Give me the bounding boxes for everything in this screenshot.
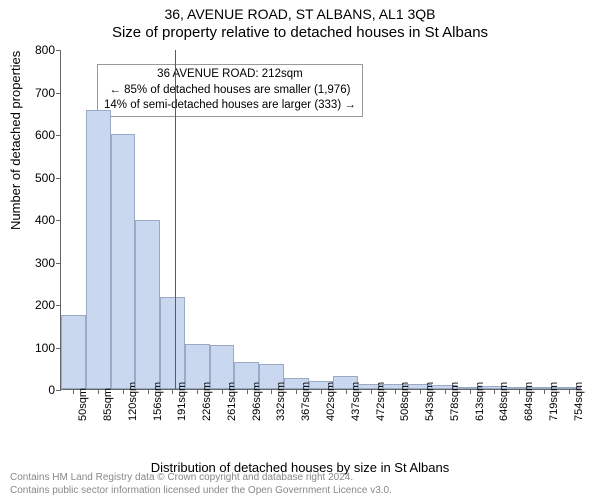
histogram-bar <box>61 315 86 389</box>
footer-line-2: Contains public sector information licen… <box>10 485 392 498</box>
x-tick-mark <box>172 389 173 394</box>
annotation-line: 36 AVENUE ROAD: 212sqm <box>104 67 356 83</box>
x-tick-mark <box>395 389 396 394</box>
footer-line-1: Contains HM Land Registry data © Crown c… <box>10 472 392 485</box>
x-tick-label: 50sqm <box>77 388 89 421</box>
x-tick-mark <box>544 389 545 394</box>
address-title: 36, AVENUE ROAD, ST ALBANS, AL1 3QB <box>0 0 600 22</box>
y-tick-label: 700 <box>21 86 55 100</box>
x-tick-mark <box>569 389 570 394</box>
x-tick-mark <box>371 389 372 394</box>
y-tick-label: 200 <box>21 298 55 312</box>
y-tick-mark <box>56 263 61 264</box>
histogram-bar <box>135 220 160 389</box>
x-tick-mark <box>148 389 149 394</box>
x-tick-mark <box>98 389 99 394</box>
histogram-bar <box>160 297 185 389</box>
x-tick-mark <box>445 389 446 394</box>
y-tick-mark <box>56 93 61 94</box>
y-tick-label: 100 <box>21 341 55 355</box>
annotation-line: 14% of semi-detached houses are larger (… <box>104 98 356 114</box>
y-tick-label: 600 <box>21 128 55 142</box>
y-tick-mark <box>56 305 61 306</box>
x-tick-mark <box>197 389 198 394</box>
footer-attribution: Contains HM Land Registry data © Crown c… <box>10 472 392 497</box>
histogram-bar <box>86 110 111 389</box>
y-tick-mark <box>56 220 61 221</box>
y-tick-label: 0 <box>21 383 55 397</box>
y-tick-label: 500 <box>21 171 55 185</box>
y-tick-mark <box>56 390 61 391</box>
x-tick-mark <box>123 389 124 394</box>
chart-container: 36 AVENUE ROAD: 212sqm← 85% of detached … <box>60 50 580 420</box>
plot-area: 36 AVENUE ROAD: 212sqm← 85% of detached … <box>60 50 580 390</box>
annotation-box: 36 AVENUE ROAD: 212sqm← 85% of detached … <box>97 64 363 117</box>
x-tick-mark <box>470 389 471 394</box>
x-tick-mark <box>346 389 347 394</box>
y-tick-label: 800 <box>21 43 55 57</box>
reference-line <box>175 50 176 389</box>
y-tick-mark <box>56 50 61 51</box>
x-tick-mark <box>420 389 421 394</box>
x-tick-label: 85sqm <box>102 388 114 421</box>
chart-subtitle: Size of property relative to detached ho… <box>0 22 600 41</box>
x-tick-mark <box>321 389 322 394</box>
x-tick-mark <box>494 389 495 394</box>
x-tick-mark <box>73 389 74 394</box>
x-tick-label: 754sqm <box>573 382 585 421</box>
annotation-line: ← 85% of detached houses are smaller (1,… <box>104 83 356 99</box>
y-tick-label: 400 <box>21 213 55 227</box>
x-tick-mark <box>247 389 248 394</box>
x-tick-mark <box>296 389 297 394</box>
y-tick-label: 300 <box>21 256 55 270</box>
x-tick-mark <box>271 389 272 394</box>
x-tick-mark <box>222 389 223 394</box>
y-tick-mark <box>56 135 61 136</box>
x-tick-mark <box>519 389 520 394</box>
y-tick-mark <box>56 178 61 179</box>
histogram-bar <box>111 134 136 389</box>
